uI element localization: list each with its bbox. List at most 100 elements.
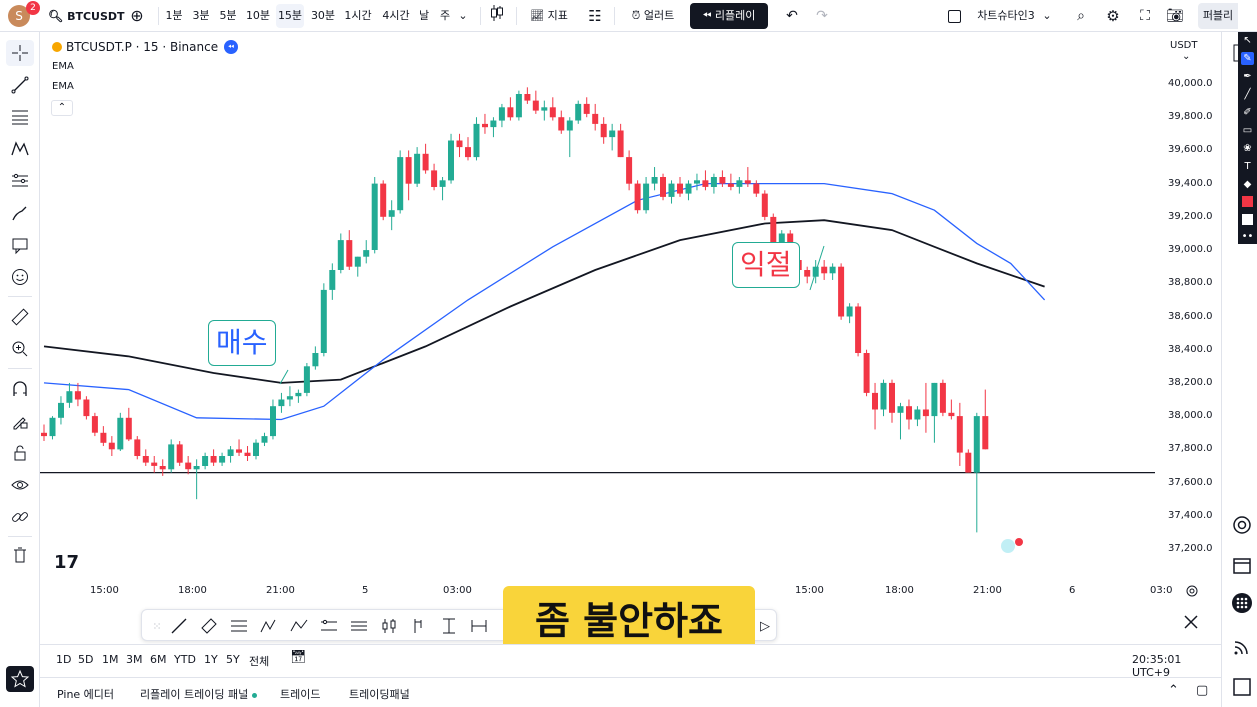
calendar-icon[interactable]: [1229, 552, 1255, 578]
color-red-swatch[interactable]: [1242, 196, 1253, 207]
eraser-icon[interactable]: ◆: [1243, 179, 1252, 190]
price-note-icon[interactable]: [408, 615, 430, 637]
fib-retracement-icon[interactable]: [6, 104, 34, 130]
interval-week[interactable]: 주: [439, 9, 451, 22]
emoji-icon[interactable]: [6, 264, 34, 290]
ruler-icon[interactable]: [6, 304, 34, 330]
more-options-icon[interactable]: ••: [1241, 231, 1254, 242]
maximize-panel-icon[interactable]: ▢: [1196, 683, 1209, 698]
go-to-date-icon[interactable]: 📅︎: [290, 650, 307, 665]
tab-replay-trading-panel[interactable]: 리플레이 트레이딩 패널: [140, 686, 258, 702]
target-icon[interactable]: [1229, 512, 1255, 538]
cursor-icon[interactable]: ↖: [1243, 35, 1252, 46]
interval-1h[interactable]: 1시간: [344, 9, 372, 22]
fullscreen-icon[interactable]: ⛶: [1140, 8, 1150, 24]
symbol-search-button[interactable]: 🔍︎ BTCUSDT: [48, 4, 125, 28]
eye-icon[interactable]: [6, 472, 34, 498]
zoom-in-icon[interactable]: [6, 336, 34, 362]
help-icon[interactable]: [1229, 674, 1255, 700]
candle-type-icon[interactable]: [486, 4, 508, 28]
range-1y[interactable]: 1Y: [204, 653, 218, 666]
brush-icon[interactable]: [6, 200, 34, 226]
chevron-down-icon[interactable]: ⌄: [458, 9, 468, 22]
camera-icon[interactable]: 📷︎: [1166, 8, 1184, 24]
apps-grid-icon[interactable]: [1229, 590, 1255, 616]
text-icon[interactable]: T: [1244, 161, 1251, 172]
fib-tool-icon[interactable]: [228, 615, 250, 637]
range-6m[interactable]: 6M: [150, 653, 167, 666]
link-icon[interactable]: [6, 504, 34, 530]
legend-collapse-button[interactable]: ⌃: [51, 100, 73, 116]
layout-checkbox[interactable]: [946, 4, 962, 28]
alert-button[interactable]: ⏰︎ 얼러트: [622, 4, 684, 28]
settings-gear-icon[interactable]: ⚙: [1106, 7, 1120, 25]
clock-timezone[interactable]: 20:35:01 UTC+9: [1132, 653, 1182, 679]
lock-icon[interactable]: [6, 440, 34, 466]
bars-pattern-icon[interactable]: [378, 615, 400, 637]
rectangle-icon[interactable]: ▭: [1242, 125, 1253, 136]
interval-10m[interactable]: 10분: [245, 9, 271, 22]
layouts-grid-icon[interactable]: ☷: [588, 7, 602, 25]
magnet-icon[interactable]: [6, 376, 34, 402]
channel-tool-icon[interactable]: [198, 615, 220, 637]
publish-button[interactable]: 퍼블리: [1198, 3, 1238, 29]
tab-trade[interactable]: 트레이드: [280, 688, 321, 701]
legend-ema-1[interactable]: EMA: [52, 61, 74, 72]
take-profit-annotation[interactable]: 익절: [732, 242, 800, 288]
abcd-pattern-icon[interactable]: [288, 615, 310, 637]
interval-4h[interactable]: 4시간: [382, 9, 410, 22]
highlighter-icon[interactable]: ✐︎: [1243, 107, 1252, 118]
interval-1m[interactable]: 1분: [165, 9, 183, 22]
comment-icon[interactable]: [6, 232, 34, 258]
palette-icon[interactable]: ❀︎: [1243, 143, 1252, 154]
range-all[interactable]: 전체: [249, 655, 270, 668]
quick-search-icon[interactable]: ⌕: [1077, 8, 1085, 24]
forecast-icon[interactable]: [6, 168, 34, 194]
indicators-button[interactable]: 📈︎ 지표: [524, 4, 574, 28]
interval-15m[interactable]: 15분: [276, 4, 304, 28]
range-3m[interactable]: 3M: [126, 653, 143, 666]
layout-name[interactable]: 차트슈타인3: [977, 9, 1035, 22]
interval-3m[interactable]: 3분: [192, 9, 210, 22]
favorites-star-icon[interactable]: [6, 666, 34, 692]
range-5y[interactable]: 5Y: [226, 653, 240, 666]
date-range-icon[interactable]: [468, 615, 490, 637]
chevron-up-icon[interactable]: ⌃: [1168, 683, 1179, 698]
undo-icon[interactable]: ↶: [786, 8, 798, 24]
signal-icon[interactable]: [1229, 634, 1255, 660]
pen-icon[interactable]: ✒︎: [1243, 71, 1252, 82]
play-pause-icon[interactable]: ▷: [760, 618, 770, 634]
range-1d[interactable]: 1D: [56, 653, 72, 666]
interval-day[interactable]: 날: [418, 9, 430, 22]
drag-handle-icon[interactable]: ⁙: [152, 619, 162, 633]
legend-ema-2[interactable]: EMA: [52, 81, 74, 92]
replay-mode-icon[interactable]: ⏪︎: [224, 40, 238, 54]
interval-30m[interactable]: 30분: [310, 9, 336, 22]
long-position-icon[interactable]: [438, 615, 460, 637]
compare-add-icon[interactable]: ⊕: [130, 6, 144, 25]
tab-trading-panel[interactable]: 트레이딩패널: [349, 688, 410, 701]
lock-pencil-icon[interactable]: [6, 408, 34, 434]
price-scale-currency[interactable]: USDT ⌄: [1170, 40, 1218, 62]
user-avatar[interactable]: S: [8, 5, 30, 27]
color-white-swatch[interactable]: [1242, 214, 1253, 225]
range-5d[interactable]: 5D: [78, 653, 94, 666]
interval-5m[interactable]: 5분: [219, 9, 237, 22]
close-icon[interactable]: [1180, 611, 1202, 633]
chart-canvas[interactable]: [40, 32, 1221, 644]
scale-settings-icon[interactable]: [1184, 583, 1200, 599]
chart-pane[interactable]: BTCUSDT.P · 15 · Binance ⏪︎ EMA EMA ⌃ US…: [40, 32, 1221, 644]
pattern-icon[interactable]: [6, 136, 34, 162]
trash-icon[interactable]: [6, 542, 34, 568]
tab-pine-editor[interactable]: Pine 에디터: [57, 688, 115, 701]
projection-icon[interactable]: [318, 615, 340, 637]
replay-button[interactable]: ⏪︎ 리플레이: [690, 3, 768, 29]
xabcd-pattern-icon[interactable]: [258, 615, 280, 637]
ranges-icon[interactable]: [348, 615, 370, 637]
range-ytd[interactable]: YTD: [174, 653, 196, 666]
line-icon[interactable]: ╱: [1244, 89, 1251, 100]
line-tool-icon[interactable]: [168, 615, 190, 637]
pencil-icon[interactable]: ✎: [1241, 52, 1254, 65]
range-1m[interactable]: 1M: [102, 653, 119, 666]
crosshair-icon[interactable]: [6, 40, 34, 66]
